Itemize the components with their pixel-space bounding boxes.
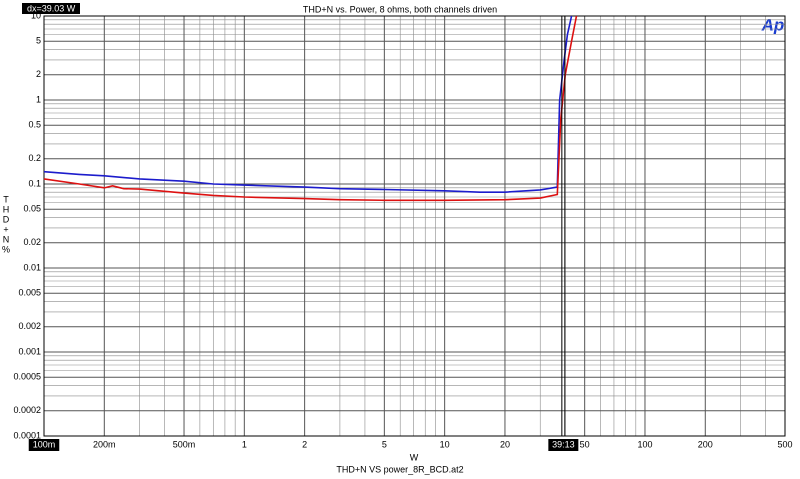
x-tick-label: 500m: [173, 439, 196, 449]
series-line: [43, 15, 573, 193]
y-tick-label: 0.01: [23, 262, 41, 272]
cursor-label-box: [548, 439, 579, 451]
x-tick-label: 20: [500, 439, 510, 449]
y-axis-label: T: [3, 194, 9, 204]
x-tick-label: 2: [302, 439, 307, 449]
y-tick-label: 0.0005: [13, 372, 41, 382]
readout-box: [22, 3, 80, 14]
x-tick-label: 1: [242, 439, 247, 449]
x-tick-label: 10: [440, 439, 450, 449]
y-axis-label: D: [3, 214, 10, 224]
y-tick-label: 0.5: [28, 120, 41, 130]
x-tick-label: 100: [637, 439, 652, 449]
series-line: [43, 15, 578, 202]
x-axis-label: W: [410, 452, 419, 462]
y-tick-label: 0.0002: [13, 405, 41, 415]
y-tick-label: 2: [36, 69, 41, 79]
x-tick-label: 200: [698, 439, 713, 449]
y-tick-label: 0.0001: [13, 430, 41, 440]
x-tick-label-box: [28, 439, 60, 451]
x-tick-label: 500: [777, 439, 792, 449]
y-axis-label: H: [3, 204, 10, 214]
readout: dx=39.03 W: [27, 3, 76, 13]
cursor-label: 39:13: [552, 439, 575, 449]
y-tick-label: 0.005: [18, 288, 41, 298]
y-tick-label: 1: [36, 94, 41, 104]
y-tick-label: 0.002: [18, 321, 41, 331]
y-axis-label: +: [3, 224, 8, 234]
plot-border: [43, 15, 786, 437]
y-axis-label: %: [2, 244, 10, 254]
y-axis-label: N: [3, 234, 10, 244]
x-tick-label: 5: [382, 439, 387, 449]
logo: Ap: [761, 15, 785, 34]
chart-title: THD+N vs. Power, 8 ohms, both channels d…: [303, 4, 497, 14]
y-tick-label: 0.05: [23, 204, 41, 214]
y-tick-label: 5: [36, 36, 41, 46]
x-tick-label: 50: [580, 439, 590, 449]
y-tick-label: 10: [31, 10, 41, 20]
y-tick-label: 0.02: [23, 237, 41, 247]
x-tick-label: 200m: [93, 439, 116, 449]
x-tick-label: 100m: [33, 439, 56, 449]
y-tick-label: 0.1: [28, 178, 41, 188]
footer: THD+N VS power_8R_BCD.at2: [336, 464, 463, 474]
y-tick-label: 0.2: [28, 153, 41, 163]
y-tick-label: 0.001: [18, 346, 41, 356]
